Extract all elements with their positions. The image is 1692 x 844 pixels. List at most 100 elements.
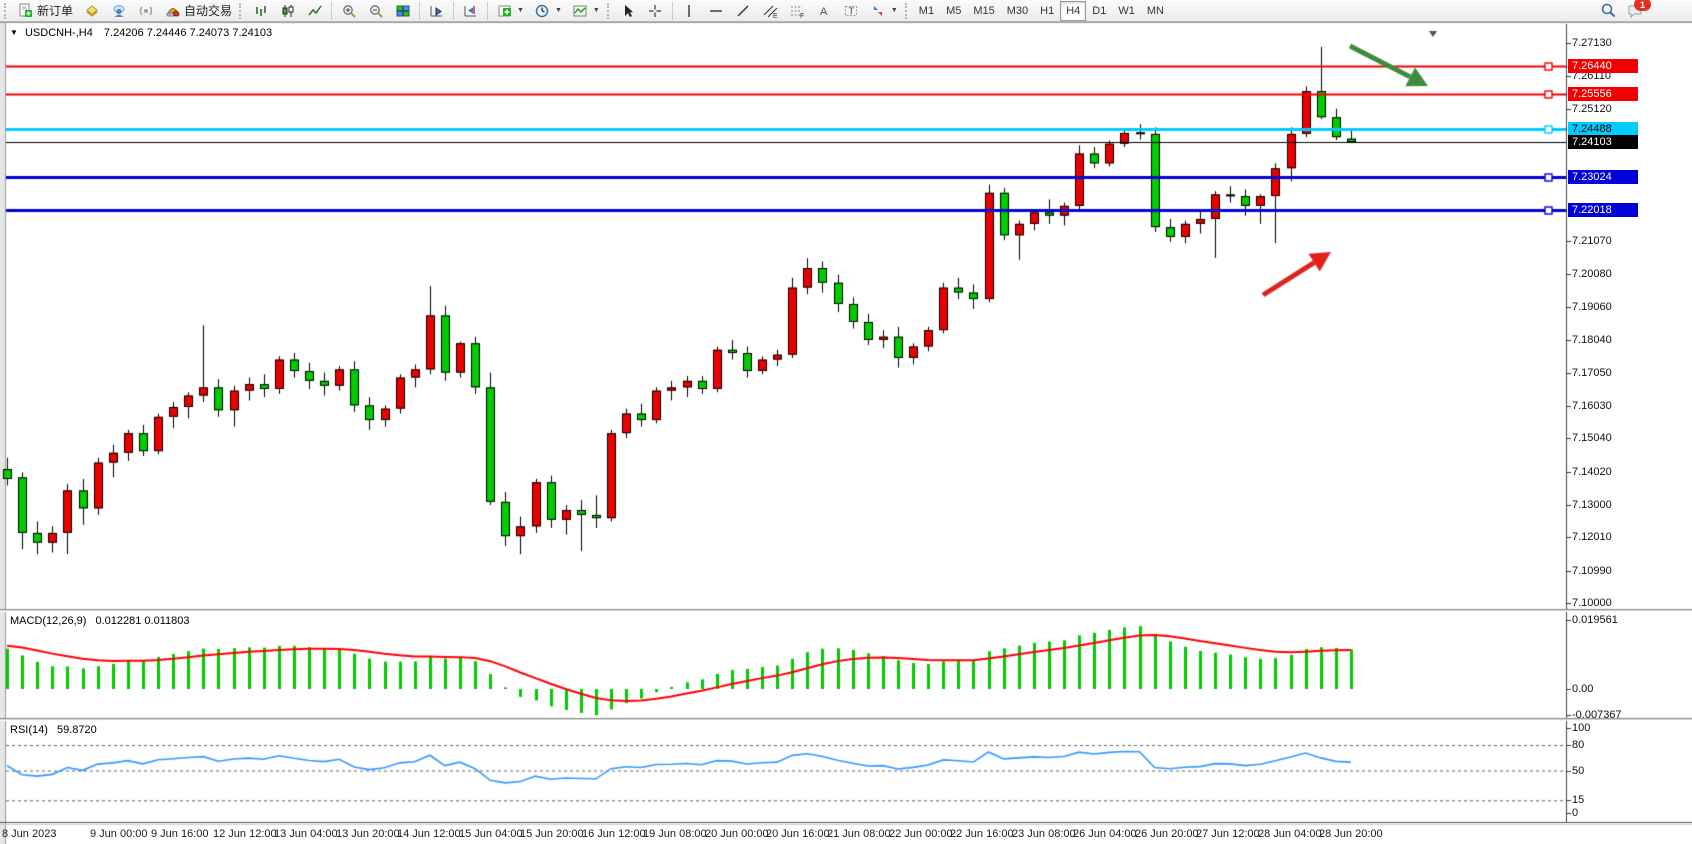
zoom-in-button[interactable]	[335, 0, 362, 22]
time-axis-label: 22 Jun 00:00	[889, 828, 953, 840]
bar-chart-icon	[252, 2, 269, 19]
notifications-button[interactable]: 1	[1627, 0, 1651, 19]
price-axis-tick: 7.18040	[1572, 334, 1612, 347]
rsi-axis-tick: 80	[1572, 739, 1585, 751]
chart-shift-button[interactable]	[457, 0, 484, 22]
cursor-button[interactable]	[615, 0, 642, 22]
time-axis-label: 12 Jun 12:00	[213, 828, 277, 840]
toolbar-separator	[671, 1, 673, 20]
rsi-axis-tick: 0	[1572, 807, 1579, 819]
zoom-out-button[interactable]	[362, 0, 389, 22]
time-axis-label: 28 Jun 20:00	[1319, 828, 1383, 840]
time-axis-label: 27 Jun 12:00	[1196, 828, 1260, 840]
indicators-button[interactable]: ▼	[491, 0, 529, 22]
toolbar-separator	[331, 1, 333, 20]
auto-scroll-icon	[428, 2, 445, 19]
bar-chart-button[interactable]	[247, 0, 274, 22]
dropdown-caret-icon: ▼	[890, 7, 898, 14]
line-price-badge[interactable]: 7.22018	[1568, 203, 1638, 218]
macd-pane-title: MACD(12,26,9) 0.012281 0.011803	[10, 615, 189, 627]
label-button[interactable]: T	[838, 0, 865, 22]
autotrading-button[interactable]: 自动交易	[159, 0, 237, 22]
line-price-badge[interactable]: 7.25556	[1568, 87, 1638, 102]
chart-menu-caret-icon[interactable]: ▼	[10, 28, 18, 37]
time-axis-label: 20 Jun 00:00	[705, 828, 769, 840]
time-axis-label: 16 Jun 12:00	[582, 828, 646, 840]
line-chart-button[interactable]	[301, 0, 328, 22]
price-axis-tick: 7.16030	[1572, 400, 1612, 412]
arrows-button[interactable]: ▼	[865, 0, 903, 22]
cursor-icon	[620, 2, 637, 19]
zoom-out-icon	[367, 2, 384, 19]
time-axis-label: 15 Jun 04:00	[459, 828, 523, 840]
price-axis-tick: 7.10990	[1572, 564, 1612, 577]
last-price-badge: 7.24103	[1568, 134, 1638, 149]
trendline-button[interactable]	[730, 0, 757, 22]
toolbar-separator	[419, 1, 421, 20]
time-axis-label: 13 Jun 20:00	[336, 828, 400, 840]
time-axis-label: 23 Jun 08:00	[1012, 828, 1076, 840]
text-icon: A	[816, 2, 833, 19]
price-axis-tick: 7.14020	[1572, 465, 1612, 478]
label-icon: T	[843, 2, 860, 19]
fibonacci-letter: F	[800, 13, 804, 19]
vertical-line-button[interactable]	[676, 0, 703, 22]
arrows-icon	[870, 2, 887, 19]
crosshair-icon	[647, 2, 664, 19]
channel-icon: E	[762, 2, 779, 19]
alerts-button[interactable]	[132, 0, 159, 22]
rsi-value: 59.8720	[56, 724, 97, 736]
time-axis-label: 26 Jun 20:00	[1135, 828, 1199, 840]
time-axis-label: 22 Jun 16:00	[950, 828, 1014, 840]
templates-button[interactable]: ▼	[567, 0, 605, 22]
toolbar-separator	[453, 1, 455, 20]
macd-title: MACD(12,26,9)	[10, 615, 87, 627]
tab-timeframe-m15[interactable]: M15	[973, 4, 995, 17]
metaeditor-button[interactable]	[78, 0, 105, 22]
new-order-button[interactable]: 新订单	[12, 0, 78, 22]
macd-axis-tick: 0.019561	[1572, 614, 1618, 626]
crosshair-button[interactable]	[642, 0, 669, 22]
horizontal-line-button[interactable]	[703, 0, 730, 22]
metaeditor-icon	[83, 2, 100, 19]
price-axis-tick: 7.25120	[1572, 102, 1612, 115]
price-axis-tick: 7.27130	[1572, 37, 1612, 49]
tab-timeframe-m30[interactable]: M30	[1006, 4, 1029, 17]
time-axis-label: 8 Jun 2023	[2, 828, 57, 840]
tab-timeframe-m1[interactable]: M1	[918, 4, 935, 17]
line-price-badge[interactable]: 7.23024	[1568, 170, 1638, 185]
dropdown-caret-icon: ▼	[592, 7, 600, 14]
candlestick-chart-button[interactable]	[274, 0, 301, 22]
price-axis-tick: 7.13000	[1572, 499, 1612, 512]
new-order-icon	[17, 2, 34, 19]
group-grip	[239, 2, 243, 19]
notification-badge: 1	[1634, 0, 1651, 11]
price-axis-tick: 7.12010	[1572, 531, 1612, 544]
community-button[interactable]	[105, 0, 132, 22]
clock-icon	[534, 2, 551, 19]
tab-timeframe-d1[interactable]: D1	[1092, 4, 1107, 17]
text-button[interactable]: A	[811, 0, 838, 22]
autotrading-icon	[164, 2, 181, 19]
tab-timeframe-mn[interactable]: MN	[1146, 4, 1164, 17]
chart-title-ohlc: 7.24206 7.24446 7.24073 7.24103	[103, 27, 273, 39]
tab-timeframe-w1[interactable]: W1	[1118, 4, 1135, 17]
tab-timeframe-h1[interactable]: H1	[1040, 4, 1055, 17]
tab-timeframe-m5[interactable]: M5	[946, 4, 962, 17]
fibonacci-button[interactable]: F	[784, 0, 811, 22]
time-axis-label: 9 Jun 00:00	[90, 828, 148, 840]
auto-scroll-button[interactable]	[423, 0, 450, 22]
autotrading-label: 自动交易	[184, 4, 233, 18]
line-price-badge[interactable]: 7.26440	[1568, 58, 1638, 73]
trendline-icon	[735, 2, 752, 19]
tile-windows-button[interactable]	[389, 0, 416, 22]
toolbar: 新订单 自动交易	[0, 0, 1692, 22]
time-axis-label: 19 Jun 08:00	[643, 828, 707, 840]
tab-timeframe-h4[interactable]: H4	[1060, 0, 1087, 21]
line-price-badge[interactable]: 7.24488	[1568, 122, 1638, 137]
periods-button[interactable]: ▼	[529, 0, 567, 22]
alerts-icon	[137, 2, 154, 19]
search-icon[interactable]	[1600, 2, 1617, 19]
channel-button[interactable]: E	[757, 0, 784, 22]
